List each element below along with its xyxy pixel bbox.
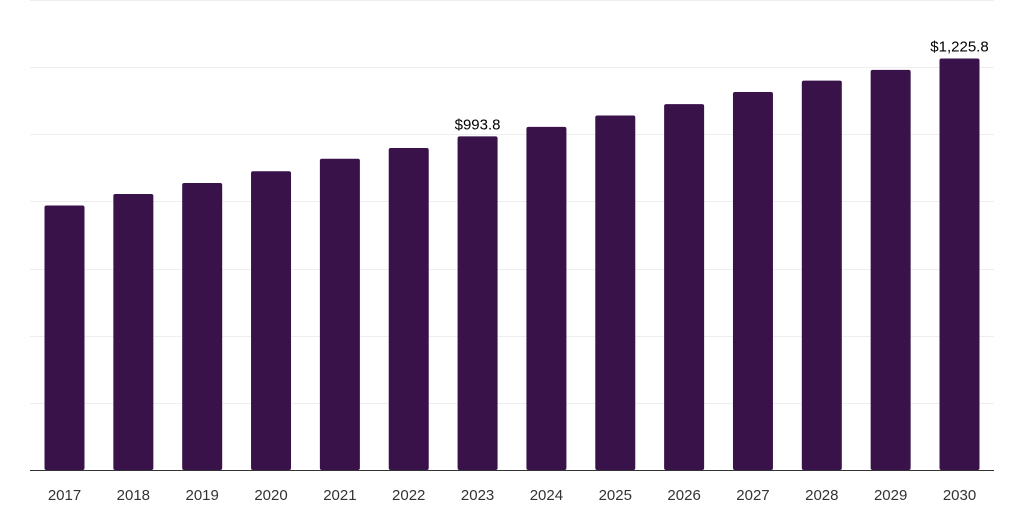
x-tick-label-2027: 2027: [736, 487, 769, 504]
x-tick-label-2022: 2022: [392, 487, 425, 504]
x-tick-label-2028: 2028: [805, 487, 838, 504]
bar-2024: [526, 126, 567, 471]
x-tick-label-2024: 2024: [530, 487, 563, 504]
bars: [44, 58, 980, 471]
bar-2029: [870, 69, 911, 470]
x-tick-label-2017: 2017: [48, 487, 81, 504]
bar-2018: [113, 194, 154, 471]
x-tick-label-2018: 2018: [117, 487, 150, 504]
x-tick-label-2023: 2023: [461, 487, 494, 504]
bar-2028: [801, 80, 842, 470]
bar-2017: [44, 205, 85, 470]
bar-2027: [732, 91, 773, 471]
data-label-2023: $993.8: [455, 116, 501, 133]
data-label-2030: $1,225.8: [930, 38, 988, 55]
x-tick-label-2030: 2030: [943, 487, 976, 504]
x-tick-label-2019: 2019: [186, 487, 219, 504]
x-tick-label-2021: 2021: [323, 487, 356, 504]
bar-2030: [939, 58, 980, 470]
x-tick-label-2025: 2025: [599, 487, 632, 504]
x-tick-label-2020: 2020: [254, 487, 287, 504]
bar-2021: [319, 158, 360, 471]
bar-2022: [388, 148, 429, 471]
x-axis-tick-labels: 2017 2018 2019 2020 2021 2022 2023 2024 2025 2026…: [48, 487, 976, 504]
x-tick-label-2026: 2026: [667, 487, 700, 504]
gridlines: [30, 0, 994, 404]
bar-2025: [595, 115, 636, 471]
data-labels: $993.8 $1,225.8: [455, 38, 989, 133]
bar-2019: [182, 182, 223, 470]
bar-2023: [457, 136, 498, 470]
x-tick-label-2029: 2029: [874, 487, 907, 504]
bar-2026: [664, 104, 705, 470]
bar-2020: [251, 171, 292, 470]
